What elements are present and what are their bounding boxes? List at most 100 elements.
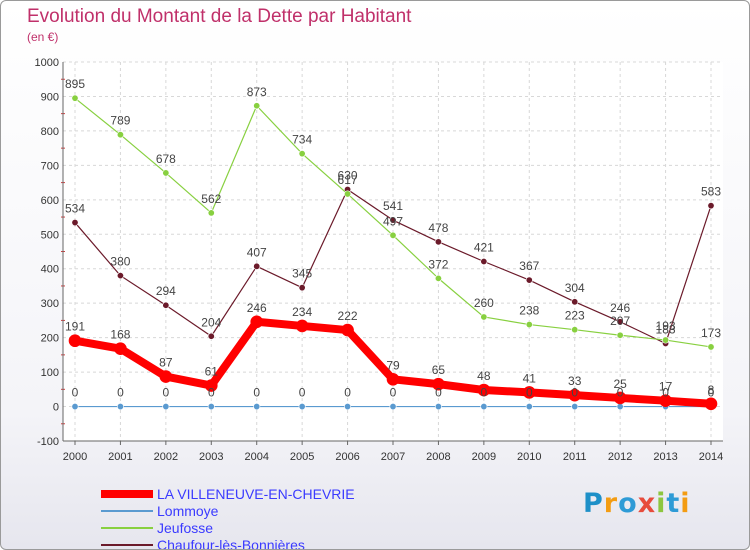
data-point: [204, 379, 218, 392]
data-point: [616, 403, 624, 411]
data-label: 8: [708, 383, 715, 397]
logo-letter: x: [637, 488, 657, 519]
y-tick-label: 600: [41, 195, 59, 207]
data-point: [298, 284, 306, 292]
y-tick-label: 0: [53, 402, 59, 414]
data-point: [662, 336, 670, 344]
data-label: 33: [568, 374, 582, 388]
data-point: [707, 343, 715, 351]
data-point: [341, 323, 354, 337]
data-point: [571, 403, 579, 411]
data-label: 238: [519, 304, 539, 318]
y-tick-label: 700: [41, 160, 59, 172]
data-point: [707, 202, 715, 210]
data-label: 0: [390, 386, 397, 400]
data-point: [344, 403, 352, 411]
data-label: 678: [156, 152, 176, 166]
data-label: 0: [344, 386, 351, 400]
data-point: [571, 326, 579, 334]
data-label: 61: [205, 365, 219, 379]
y-tick-label: 1000: [35, 57, 59, 69]
data-point: [253, 102, 261, 110]
data-label: 207: [610, 314, 630, 328]
data-label: 48: [477, 369, 491, 383]
data-label: 497: [383, 214, 403, 228]
data-point: [207, 209, 215, 217]
legend-swatch: [101, 543, 153, 546]
data-point: [659, 394, 672, 407]
data-point: [162, 169, 170, 177]
data-point: [525, 276, 533, 284]
data-label: 234: [292, 305, 312, 319]
data-label: 183: [656, 322, 676, 336]
x-tick-label: 2005: [290, 451, 314, 463]
x-tick-label: 2001: [108, 451, 132, 463]
x-tick-label: 2000: [63, 451, 87, 463]
data-label: 0: [662, 386, 669, 400]
data-point: [571, 298, 579, 306]
logo-letter: P: [583, 488, 604, 519]
legend-label: Jeufosse: [157, 519, 214, 536]
data-label: 630: [338, 168, 358, 182]
data-label: 583: [701, 185, 721, 199]
data-point: [159, 370, 173, 383]
y-tick-label: 500: [41, 229, 59, 241]
legend-item: Lommoye: [101, 502, 355, 519]
data-label: 421: [474, 240, 494, 254]
data-label: 173: [701, 326, 721, 340]
data-label: 380: [110, 255, 130, 269]
logo-letter: r: [603, 488, 619, 519]
data-label: 562: [201, 192, 221, 206]
y-tick-label: 800: [41, 126, 59, 138]
y-tick-label: -100: [37, 436, 59, 448]
data-label: 895: [65, 77, 85, 91]
legend-swatch: [101, 509, 153, 512]
data-label: 246: [247, 301, 267, 315]
x-tick-label: 2012: [608, 451, 632, 463]
data-label: 222: [338, 309, 358, 323]
x-tick-label: 2008: [426, 451, 450, 463]
data-label: 407: [247, 245, 267, 259]
x-tick-label: 2002: [154, 451, 178, 463]
legend-label: Chaufour-lès-Bonnières: [157, 536, 305, 550]
chart-unit: (en €): [27, 30, 59, 44]
data-point: [162, 301, 170, 309]
data-label: 294: [156, 284, 176, 298]
data-point: [253, 403, 261, 411]
data-point: [71, 403, 79, 411]
y-tick-label: 900: [41, 91, 59, 103]
data-point: [298, 150, 306, 158]
x-tick-label: 2010: [517, 451, 541, 463]
data-label: 372: [428, 257, 448, 271]
data-label: 260: [474, 296, 494, 310]
data-point: [477, 383, 491, 397]
data-label: 79: [386, 358, 400, 372]
data-label: 204: [201, 315, 221, 329]
logo-letter: i: [680, 488, 691, 519]
x-tick-label: 2011: [563, 451, 587, 463]
data-label: 0: [208, 386, 215, 400]
data-label: 191: [65, 320, 85, 334]
data-label: 873: [247, 85, 267, 99]
data-label: 17: [659, 380, 673, 394]
data-point: [162, 403, 170, 411]
x-tick-label: 2009: [472, 451, 496, 463]
data-point: [116, 131, 124, 139]
data-point: [613, 391, 627, 405]
data-label: 0: [163, 386, 170, 400]
data-point: [434, 403, 442, 411]
data-label: 65: [432, 363, 446, 377]
legend-item: LA VILLENEUVE-EN-CHEVRIE: [101, 485, 355, 502]
data-label: 0: [617, 386, 624, 400]
data-label: 41: [523, 371, 537, 385]
data-point: [704, 397, 718, 411]
data-point: [116, 272, 124, 280]
data-label: 0: [253, 386, 260, 400]
data-label: 0: [117, 386, 124, 400]
x-tick-label: 2013: [653, 451, 677, 463]
data-point: [298, 403, 306, 411]
data-point: [389, 403, 397, 411]
data-label: 0: [481, 386, 488, 400]
data-point: [389, 216, 397, 224]
data-point: [525, 403, 533, 411]
